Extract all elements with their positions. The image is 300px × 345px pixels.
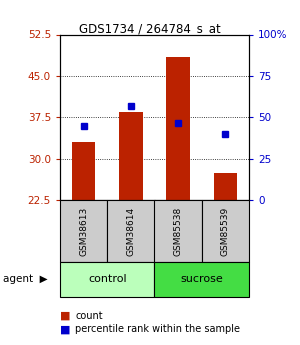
Text: GDS1734 / 264784_s_at: GDS1734 / 264784_s_at	[79, 22, 221, 36]
Text: ■: ■	[60, 325, 70, 334]
Text: GSM38613: GSM38613	[79, 207, 88, 256]
Text: GSM38614: GSM38614	[126, 207, 135, 256]
Bar	[214, 172, 237, 200]
Bar	[60, 200, 107, 262]
Bar	[154, 200, 202, 262]
Bar	[202, 200, 249, 262]
Text: ■: ■	[60, 311, 70, 321]
Text: sucrose: sucrose	[180, 275, 223, 284]
Text: agent  ▶: agent ▶	[3, 275, 48, 284]
Text: count: count	[75, 311, 103, 321]
Text: GSM85539: GSM85539	[221, 207, 230, 256]
Text: control: control	[88, 275, 127, 284]
Bar	[166, 57, 190, 200]
Bar	[119, 112, 143, 200]
Bar	[60, 262, 154, 297]
Bar	[154, 262, 249, 297]
Bar	[107, 200, 154, 262]
Bar	[72, 142, 95, 200]
Text: percentile rank within the sample: percentile rank within the sample	[75, 325, 240, 334]
Text: GSM85538: GSM85538	[174, 207, 183, 256]
